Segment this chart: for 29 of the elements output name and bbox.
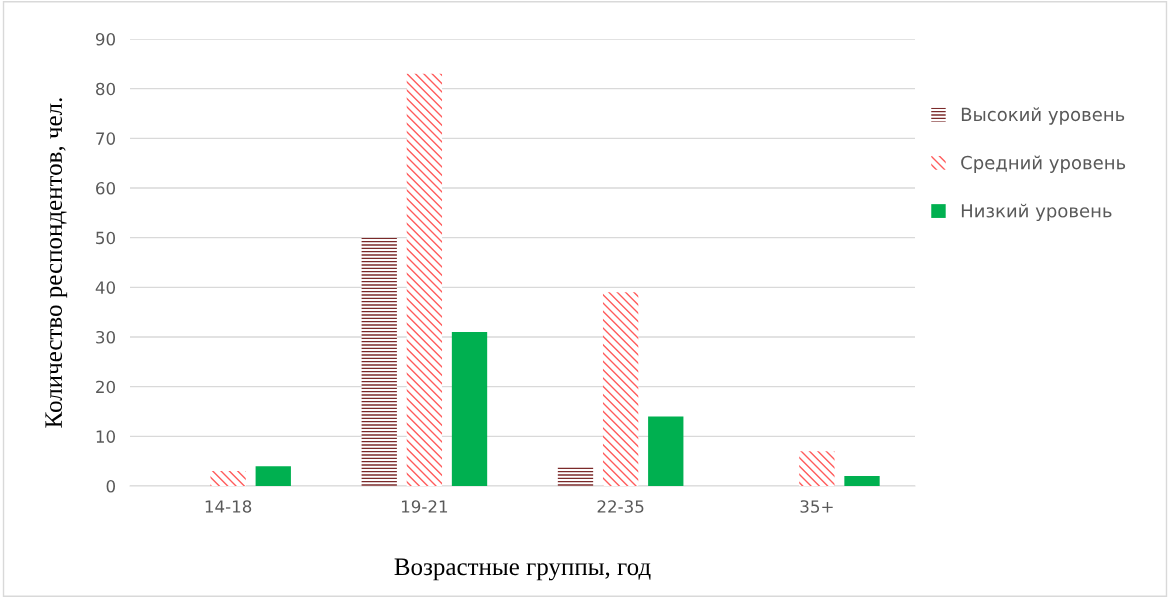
- bar: [210, 471, 246, 486]
- legend-label: Высокий уровень: [961, 107, 1125, 125]
- y-tick-label: 10: [96, 430, 115, 443]
- x-tick-label: 19-21: [401, 500, 448, 513]
- bar: [255, 466, 291, 486]
- bar: [844, 476, 880, 486]
- bar: [602, 292, 639, 486]
- bar: [648, 416, 684, 486]
- y-tick-label: 50: [96, 231, 115, 245]
- y-tick-label: 60: [96, 181, 115, 195]
- bar: [799, 451, 835, 486]
- y-tick-label: 30: [96, 330, 115, 344]
- x-axis-title: Возрастные группы, год: [394, 558, 651, 581]
- legend-label: Низкий уровень: [961, 203, 1112, 222]
- y-tick-label: 70: [96, 132, 115, 145]
- y-tick-label: 20: [96, 380, 115, 394]
- y-tick-label: 90: [95, 32, 115, 46]
- y-tick-label: 0: [106, 479, 115, 493]
- x-tick-label: 35+: [800, 500, 833, 513]
- x-tick-label: 22-35: [597, 500, 644, 513]
- bar: [406, 73, 443, 486]
- legend-label: Средний уровень: [961, 155, 1126, 173]
- x-tick-label: 14-18: [205, 500, 252, 513]
- bar: [557, 466, 594, 486]
- bar: [361, 237, 397, 486]
- bar: [451, 332, 488, 486]
- y-tick-label: 80: [96, 82, 115, 96]
- y-tick-label: 40: [95, 281, 115, 294]
- y-axis-title: Количество респондентов, чел.: [45, 98, 68, 428]
